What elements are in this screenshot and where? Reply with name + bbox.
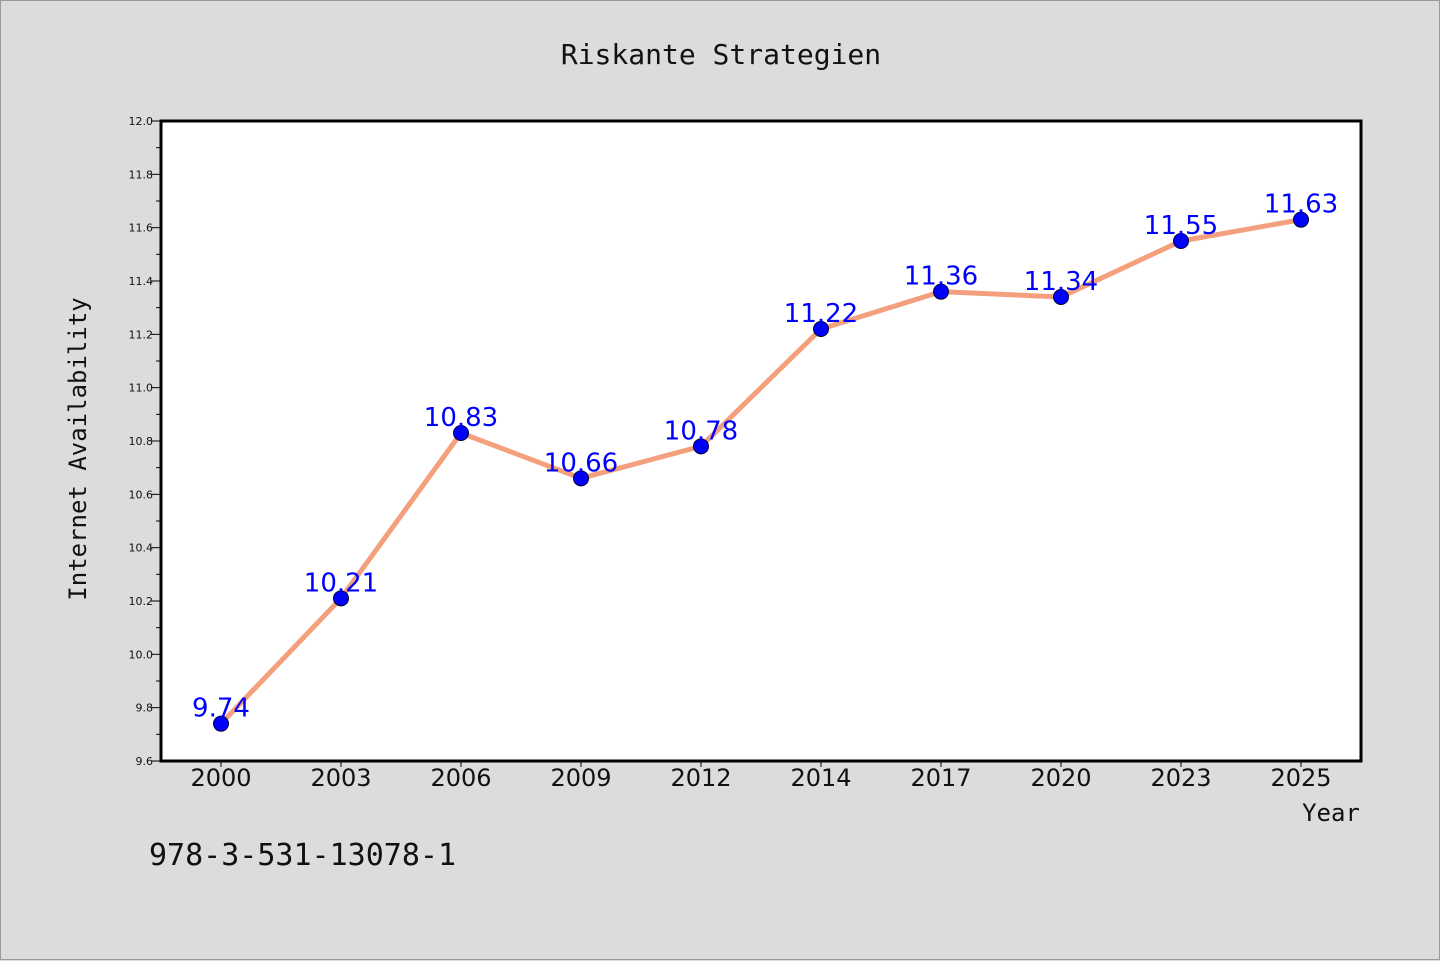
data-label: 11.22: [784, 299, 858, 329]
data-label: 10.21: [304, 568, 378, 598]
data-label: 10.78: [664, 416, 738, 446]
plot-area: [159, 119, 1363, 763]
isbn-label: 978-3-531-13078-1: [149, 838, 456, 873]
data-point: [813, 321, 829, 337]
y-axis-label: Internet Availability: [64, 297, 92, 600]
data-label: 10.66: [544, 448, 618, 478]
data-point: [213, 715, 229, 732]
x-tick-label: 2003: [310, 764, 371, 792]
y-tick-label: 10.4: [129, 542, 154, 555]
data-label: 10.83: [424, 403, 498, 433]
y-tick-label: 11.6: [129, 222, 154, 235]
data-label: 11.55: [1144, 211, 1218, 241]
data-point: [1053, 289, 1069, 305]
x-tick-label: 2000: [190, 764, 251, 792]
y-tick-label: 11.8: [129, 168, 154, 181]
y-axis: 9.6 9.8 10.0 10.2 10.4 10.6 10.8 11.0 11.2 11.4 11…: [129, 115, 161, 768]
series-layer: 9.74 10.21 10.83 10.66 10.78 11.22 11.36 11.34 1…: [192, 190, 1338, 732]
y-tick-label: 10.8: [129, 435, 154, 448]
x-tick-label: 2023: [1150, 764, 1211, 792]
data-point: [693, 438, 709, 455]
data-point: [573, 470, 589, 487]
x-axis: 2000 2003 2006 2009 2012 2014 2017 2020 2023 2025: [190, 761, 1332, 792]
y-tick-label: 10.0: [129, 648, 154, 661]
y-tick-label: 12.0: [129, 115, 154, 128]
x-tick-label: 2014: [790, 764, 851, 792]
data-label: 9.74: [192, 694, 250, 724]
x-tick-label: 2006: [430, 764, 491, 792]
y-tick-label: 11.0: [129, 382, 154, 395]
chart-title: Riskante Strategien: [561, 38, 881, 71]
y-tick-label: 11.4: [129, 275, 154, 288]
y-tick-label: 11.2: [129, 328, 154, 341]
x-tick-label: 2012: [670, 764, 731, 792]
y-tick-label: 10.2: [129, 595, 154, 608]
y-tick-label: 9.6: [136, 755, 154, 768]
data-label: 11.36: [904, 262, 978, 292]
x-axis-label: Year: [1302, 799, 1360, 827]
data-label: 11.34: [1024, 267, 1098, 297]
data-point: [1173, 233, 1189, 249]
x-tick-label: 2017: [910, 764, 971, 792]
data-point: [333, 590, 349, 607]
x-tick-label: 2020: [1030, 764, 1091, 792]
x-tick-label: 2009: [550, 764, 611, 792]
data-point: [453, 425, 469, 441]
x-tick-label: 2025: [1270, 764, 1331, 792]
data-label: 11.63: [1264, 190, 1338, 220]
y-tick-label: 9.8: [136, 702, 154, 715]
y-tick-label: 10.6: [129, 488, 154, 501]
data-point: [933, 283, 949, 300]
series-line: [218, 217, 1304, 727]
data-point: [1293, 211, 1309, 228]
